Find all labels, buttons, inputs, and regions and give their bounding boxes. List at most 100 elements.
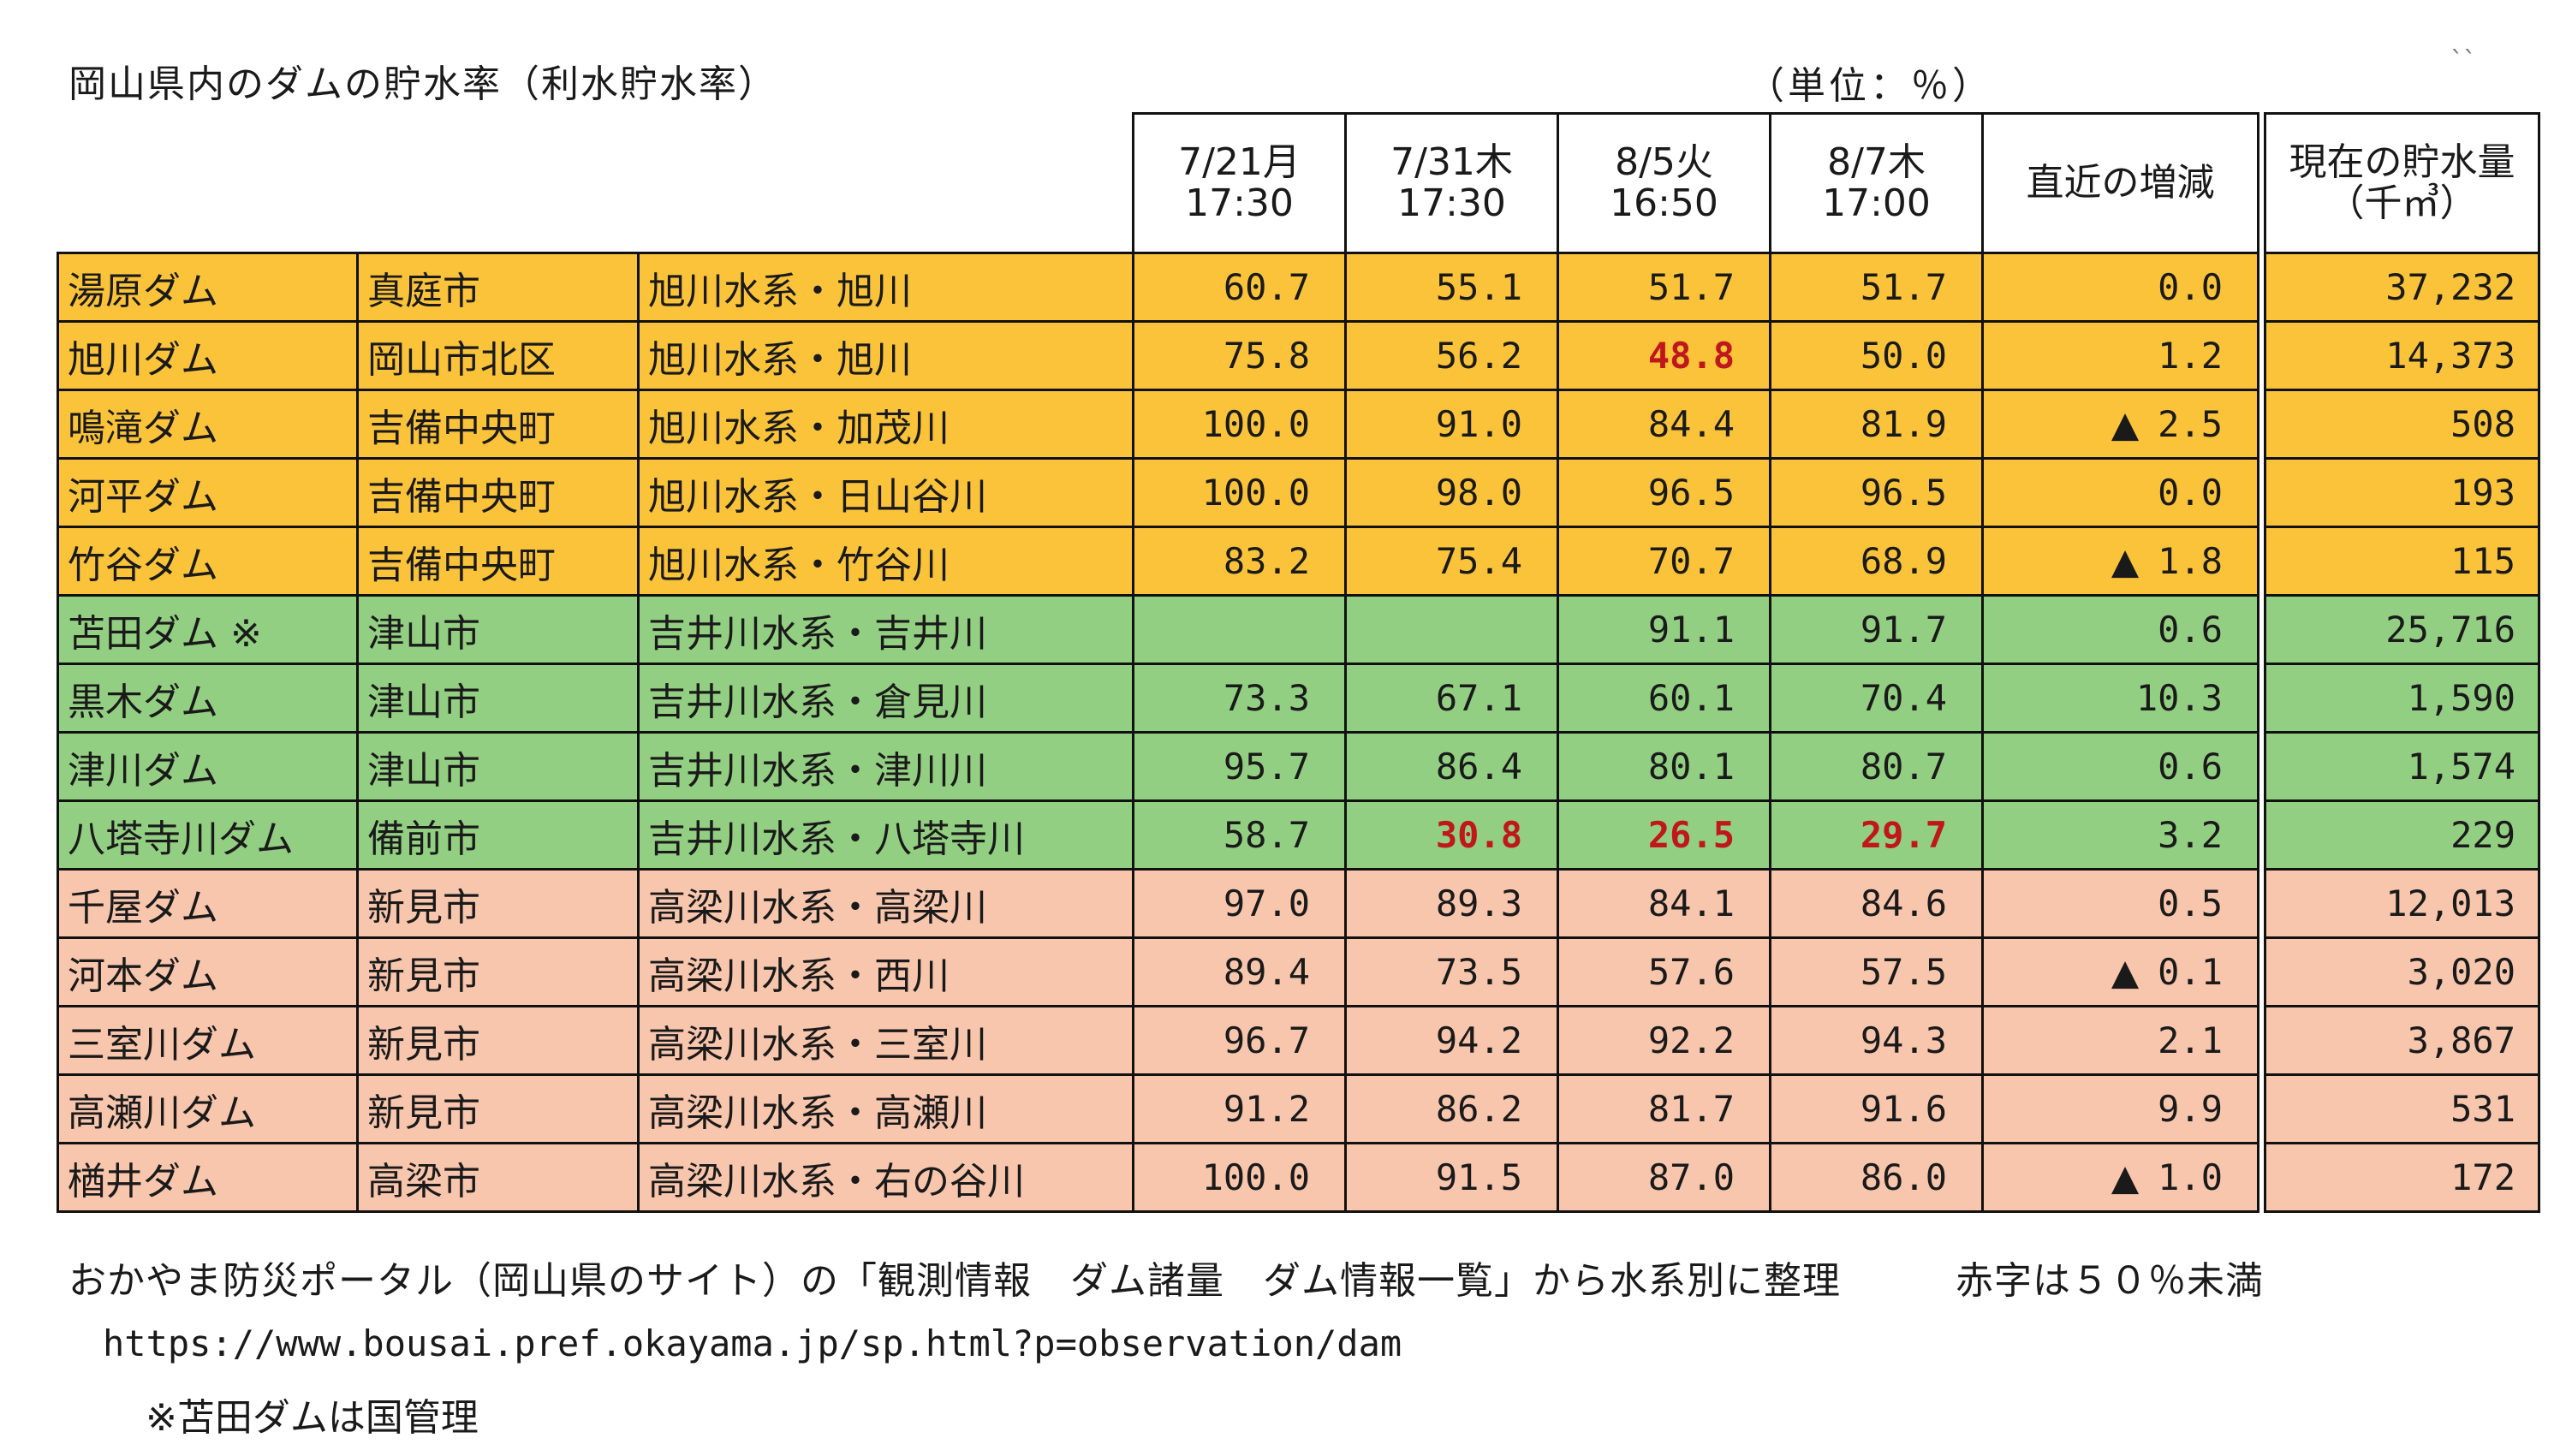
rate-0721-cell: 96.7	[1132, 1005, 1347, 1076]
volume-cell: 3,867	[2264, 1005, 2540, 1076]
source-url: https://www.bousai.pref.okayama.jp/sp.ht…	[103, 1322, 1402, 1364]
column-gap	[2257, 732, 2266, 801]
table-row: 三室川ダム 新見市 高梁川水系・三室川 96.7 94.2 92.2 94.3 …	[57, 1005, 2540, 1076]
rate-0805-cell: 48.8	[1557, 320, 1771, 391]
rate-0805-cell: 60.1	[1557, 663, 1771, 734]
volume-cell: 3,020	[2264, 936, 2540, 1007]
city-cell: 新見市	[356, 936, 640, 1007]
change-value: 2.1	[2158, 1019, 2223, 1061]
rate-0807-cell: 57.5	[1769, 936, 1984, 1007]
table-row: 黒木ダム 津山市 吉井川水系・倉見川 73.3 67.1 60.1 70.4 1…	[57, 663, 2540, 734]
rate-0805-cell: 57.6	[1557, 936, 1771, 1007]
rate-0721-cell: 97.0	[1132, 868, 1347, 939]
rate-0731-cell: 86.4	[1344, 731, 1559, 802]
change-cell: 0.6	[1981, 594, 2259, 665]
rate-0805-cell: 92.2	[1557, 1005, 1771, 1076]
rate-0805-cell: 87.0	[1557, 1142, 1771, 1213]
column-gap	[2257, 458, 2266, 527]
city-cell: 新見市	[356, 868, 640, 939]
change-cell: 1.2	[1981, 320, 2259, 391]
river-system-cell: 高梁川水系・高瀬川	[637, 1073, 1134, 1144]
decrease-triangle-icon: ▲	[2111, 1156, 2140, 1198]
decrease-triangle-icon: ▲	[2111, 403, 2140, 445]
table-body: 湯原ダム 真庭市 旭川水系・旭川 60.7 55.1 51.7 51.7 0.0…	[57, 252, 2540, 1213]
change-cell: 9.9	[1981, 1073, 2259, 1144]
rate-0721-cell	[1132, 594, 1347, 665]
change-value: 1.0	[2158, 1156, 2223, 1198]
change-value: 0.6	[2158, 746, 2223, 787]
column-gap	[2257, 663, 2266, 733]
change-cell: 0.0	[1981, 252, 2259, 323]
volume-cell: 508	[2264, 389, 2540, 460]
tomata-note: ※苫田ダムは国管理	[146, 1396, 479, 1440]
rate-0731-cell: 91.0	[1344, 389, 1559, 460]
dam-name-cell: 八塔寺川ダム	[57, 799, 359, 871]
dam-name-cell: 黒木ダム	[57, 663, 359, 734]
rate-0731-cell: 89.3	[1344, 868, 1559, 939]
change-value: 2.5	[2158, 403, 2223, 445]
column-gap	[2257, 1006, 2266, 1075]
header-recent-change: 直近の増減	[1981, 112, 2259, 254]
dam-name-cell: 竹谷ダム	[57, 526, 359, 597]
rate-0731-cell: 56.2	[1344, 320, 1559, 391]
volume-cell: 193	[2264, 457, 2540, 528]
city-cell: 吉備中央町	[356, 457, 640, 528]
rate-0721-cell: 83.2	[1132, 526, 1347, 597]
source-note: おかやま防災ポータル（岡山県のサイト）の「観測情報 ダム諸量 ダム情報一覧」から…	[68, 1259, 1841, 1303]
rate-0721-cell: 89.4	[1132, 936, 1347, 1007]
volume-cell: 115	[2264, 526, 2540, 597]
change-value: 3.2	[2158, 814, 2223, 856]
rate-0731-cell: 91.5	[1344, 1142, 1559, 1213]
change-value: 0.5	[2158, 883, 2223, 924]
column-gap	[2257, 389, 2266, 459]
river-system-cell: 吉井川水系・津川川	[637, 731, 1134, 802]
rate-0807-cell: 50.0	[1769, 320, 1984, 391]
decrease-triangle-icon: ▲	[2111, 540, 2140, 582]
header-current-volume: 現在の貯水量 （千㎥）	[2264, 112, 2540, 254]
table-row: 八塔寺川ダム 備前市 吉井川水系・八塔寺川 58.7 30.8 26.5 29.…	[57, 799, 2540, 871]
red-text-note: 赤字は５０％未満	[1956, 1259, 2264, 1303]
rate-0807-cell: 91.7	[1769, 594, 1984, 665]
dam-name-cell: 高瀬川ダム	[57, 1073, 359, 1144]
rate-0807-cell: 94.3	[1769, 1005, 1984, 1076]
volume-cell: 1,574	[2264, 731, 2540, 802]
rate-0807-cell: 86.0	[1769, 1142, 1984, 1213]
decrease-triangle-icon: ▲	[2111, 951, 2140, 993]
dam-name-cell: 津川ダム	[57, 731, 359, 802]
rate-0805-cell: 26.5	[1557, 799, 1771, 871]
column-gap	[2257, 937, 2266, 1007]
volume-cell: 1,590	[2264, 663, 2540, 734]
dam-storage-table: 7/21月 17:30 7/31木 17:30 8/5火 16:50 8/7木 …	[57, 112, 2540, 1213]
rate-0731-cell: 98.0	[1344, 457, 1559, 528]
header-date-0721: 7/21月 17:30	[1132, 112, 1347, 254]
rate-0721-cell: 75.8	[1132, 320, 1347, 391]
header-date-0731: 7/31木 17:30	[1344, 112, 1559, 254]
header-date-0805: 8/5火 16:50	[1557, 112, 1771, 254]
rate-0805-cell: 91.1	[1557, 594, 1771, 665]
change-value: 9.9	[2158, 1088, 2223, 1130]
rate-0807-cell: 70.4	[1769, 663, 1984, 734]
volume-cell: 12,013	[2264, 868, 2540, 939]
city-cell: 新見市	[356, 1073, 640, 1144]
volume-cell: 229	[2264, 799, 2540, 871]
unit-label: （単位：％）	[1747, 64, 1993, 108]
change-value: 0.0	[2158, 472, 2223, 514]
change-cell: ▲ 2.5	[1981, 389, 2259, 460]
rate-0805-cell: 80.1	[1557, 731, 1771, 802]
change-cell: 3.2	[1981, 799, 2259, 871]
rate-0807-cell: 81.9	[1769, 389, 1984, 460]
rate-0731-cell: 86.2	[1344, 1073, 1559, 1144]
change-cell: ▲ 1.8	[1981, 526, 2259, 597]
column-gap	[2257, 321, 2266, 390]
rate-0805-cell: 51.7	[1557, 252, 1771, 323]
river-system-cell: 高梁川水系・三室川	[637, 1005, 1134, 1076]
rate-0805-cell: 81.7	[1557, 1073, 1771, 1144]
column-gap	[2257, 800, 2266, 870]
city-cell: 真庭市	[356, 252, 640, 323]
rate-0721-cell: 58.7	[1132, 799, 1347, 871]
change-value: 1.8	[2158, 540, 2223, 582]
volume-cell: 14,373	[2264, 320, 2540, 391]
change-cell: 0.6	[1981, 731, 2259, 802]
river-system-cell: 高梁川水系・高梁川	[637, 868, 1134, 939]
table-row: 苫田ダム ※ 津山市 吉井川水系・吉井川 91.1 91.7 0.6 25,71…	[57, 594, 2540, 665]
